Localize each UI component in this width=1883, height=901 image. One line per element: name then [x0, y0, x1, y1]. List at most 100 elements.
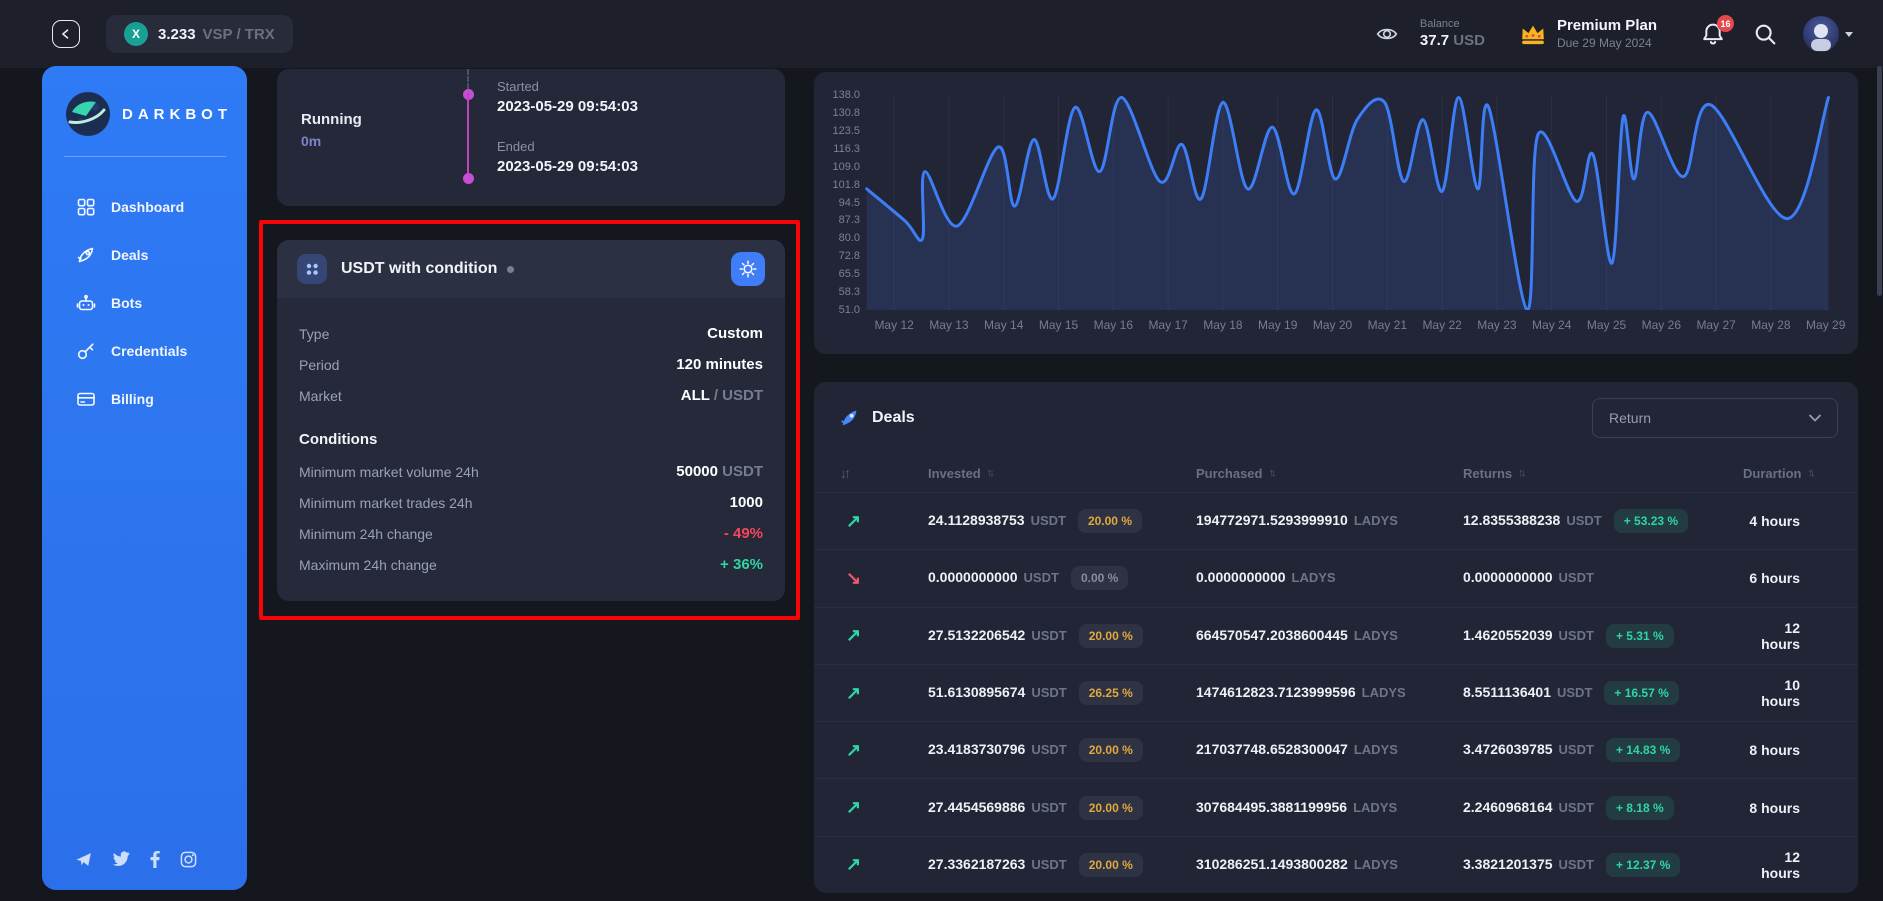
- sort-icon: ↑↓: [1268, 467, 1273, 479]
- sidebar-item-label: Bots: [111, 295, 142, 311]
- purchased-cell: 217037748.6528300047LADYS: [1196, 741, 1463, 759]
- rocket-icon: [840, 408, 860, 428]
- price-chart: [864, 95, 1845, 310]
- sort-icon: ↑↓: [1518, 467, 1523, 479]
- trend-up-icon: ↗: [840, 683, 928, 704]
- config-label: Maximum 24h change: [299, 557, 437, 573]
- purchased-cell: 1474612823.7123999596LADYS: [1196, 684, 1463, 702]
- visibility-eye-icon[interactable]: [1376, 25, 1398, 43]
- fee-badge: 20.00 %: [1079, 796, 1143, 820]
- deals-column-headers: ↓↑Invested↑↓Purchased↑↓Returns↑↓Durartio…: [814, 454, 1858, 492]
- deal-row[interactable]: ↘0.0000000000USDT0.00 %0.0000000000LADYS…: [814, 549, 1858, 606]
- duration-cell: 10 hours: [1743, 677, 1832, 709]
- sort-dropdown[interactable]: Return: [1592, 398, 1838, 438]
- top-header: X 3.233 VSP / TRX Balance 37.7 USD Premi…: [0, 0, 1883, 68]
- deal-row[interactable]: ↗51.6130895674USDT26.25 %1474612823.7123…: [814, 664, 1858, 721]
- sort-all-icon[interactable]: ↓↑: [840, 465, 928, 481]
- chevron-left-icon: [59, 27, 73, 41]
- deal-row[interactable]: ↗24.1128938753USDT20.00 %194772971.52939…: [814, 492, 1858, 549]
- profit-badge: + 5.31 %: [1606, 624, 1674, 648]
- y-axis-tick: 80.0: [820, 232, 860, 244]
- column-header-purchased[interactable]: Purchased↑↓: [1196, 466, 1463, 481]
- key-icon: [75, 341, 97, 361]
- bot-title: USDT with condition: [341, 260, 497, 278]
- config-label: Type: [299, 326, 329, 342]
- brand-logo[interactable]: DARKBOT: [42, 66, 247, 136]
- purchased-cell: 0.0000000000LADYS: [1196, 569, 1463, 587]
- config-row: Period120 minutes: [299, 349, 763, 380]
- duration-cell: 8 hours: [1743, 742, 1832, 758]
- deal-row[interactable]: ↗27.3362187263USDT20.00 %310286251.14938…: [814, 836, 1858, 893]
- search-icon[interactable]: [1753, 22, 1777, 46]
- deal-row[interactable]: ↗27.4454569886USDT20.00 %307684495.38811…: [814, 778, 1858, 835]
- invested-cell: 27.3362187263USDT20.00 %: [928, 853, 1196, 877]
- trend-up-icon: ↗: [840, 625, 928, 646]
- config-value: - 49%: [724, 525, 763, 542]
- premium-plan: Premium Plan Due 29 May 2024: [1519, 16, 1657, 51]
- market-pair-pill[interactable]: X 3.233 VSP / TRX: [106, 15, 293, 53]
- user-menu[interactable]: [1803, 16, 1853, 52]
- y-axis-tick: 51.0: [820, 304, 860, 316]
- deals-header: Deals Return: [814, 382, 1858, 454]
- column-header-durartion[interactable]: Durartion↑↓: [1743, 466, 1845, 481]
- chevron-down-icon: [1845, 32, 1853, 37]
- config-row: Minimum market volume 24h50000 USDT: [299, 456, 763, 487]
- fee-badge: 20.00 %: [1079, 624, 1143, 648]
- telegram-icon[interactable]: [75, 851, 92, 868]
- gear-icon: [739, 260, 757, 278]
- sidebar-item-deals[interactable]: Deals: [42, 231, 247, 279]
- config-label: Market: [299, 388, 342, 404]
- timeline-line: [467, 93, 469, 173]
- balance-value: 37.7 USD: [1420, 32, 1485, 51]
- returns-cell: 3.4726039785USDT+ 14.83 %: [1463, 738, 1743, 762]
- instagram-icon[interactable]: [180, 851, 197, 868]
- column-header-invested[interactable]: Invested↑↓: [928, 466, 1196, 481]
- deals-title: Deals: [872, 409, 915, 427]
- trend-up-icon: ↗: [840, 797, 928, 818]
- returns-cell: 8.5511136401USDT+ 16.57 %: [1463, 681, 1743, 705]
- sort-dropdown-value: Return: [1609, 410, 1651, 426]
- config-row: MarketALL / USDT: [299, 380, 763, 411]
- returns-cell: 12.8355388238USDT+ 53.23 %: [1463, 509, 1743, 533]
- robot-icon: [75, 293, 97, 313]
- y-axis-tick: 72.8: [820, 250, 860, 262]
- config-label: Minimum 24h change: [299, 526, 433, 542]
- sidebar-item-billing[interactable]: Billing: [42, 375, 247, 423]
- deals-panel: Deals Return ↓↑Invested↑↓Purchased↑↓Retu…: [814, 382, 1858, 893]
- purchased-cell: 310286251.1493800282LADYS: [1196, 856, 1463, 874]
- bot-card-header: USDT with condition: [277, 240, 785, 298]
- sidebar-item-dashboard[interactable]: Dashboard: [42, 183, 247, 231]
- deal-row[interactable]: ↗27.5132206542USDT20.00 %664570547.20386…: [814, 607, 1858, 664]
- y-axis-tick: 65.5: [820, 268, 860, 280]
- sort-icon: ↑↓: [1808, 467, 1813, 479]
- price-chart-panel: 138.0130.8123.5116.3109.0101.894.587.380…: [814, 72, 1858, 354]
- sidebar-item-bots[interactable]: Bots: [42, 279, 247, 327]
- twitter-icon[interactable]: [112, 851, 130, 868]
- y-axis-tick: 87.3: [820, 214, 860, 226]
- fee-badge: 0.00 %: [1071, 566, 1128, 590]
- profit-badge: + 16.57 %: [1604, 681, 1678, 705]
- sidebar-item-credentials[interactable]: Credentials: [42, 327, 247, 375]
- config-label: Minimum market trades 24h: [299, 495, 473, 511]
- scrollbar[interactable]: [1877, 66, 1882, 296]
- y-axis-tick: 138.0: [820, 89, 860, 101]
- fee-badge: 26.25 %: [1079, 681, 1143, 705]
- page: X 3.233 VSP / TRX Balance 37.7 USD Premi…: [0, 0, 1883, 901]
- returns-cell: 3.3821201375USDT+ 12.37 %: [1463, 853, 1743, 877]
- deal-row[interactable]: ↗23.4183730796USDT20.00 %217037748.65283…: [814, 721, 1858, 778]
- back-button[interactable]: [52, 20, 80, 48]
- crown-icon: [1519, 21, 1547, 47]
- sidebar-item-label: Credentials: [111, 343, 187, 359]
- invested-cell: 27.5132206542USDT20.00 %: [928, 624, 1196, 648]
- facebook-icon[interactable]: [150, 851, 160, 868]
- duration-cell: 12 hours: [1743, 849, 1832, 881]
- sidebar-menu: DashboardDeals Bots Credentials Billing: [42, 183, 247, 423]
- invested-cell: 51.6130895674USDT26.25 %: [928, 681, 1196, 705]
- invested-cell: 23.4183730796USDT20.00 %: [928, 738, 1196, 762]
- run-status-card: Running 0m Started2023-05-29 09:54:03 En…: [277, 69, 785, 206]
- config-value: 1000: [730, 494, 763, 511]
- bot-settings-button[interactable]: [731, 252, 765, 286]
- column-header-returns[interactable]: Returns↑↓: [1463, 466, 1743, 481]
- config-value: 50000 USDT: [676, 463, 763, 480]
- notification-count-badge: 16: [1717, 15, 1734, 32]
